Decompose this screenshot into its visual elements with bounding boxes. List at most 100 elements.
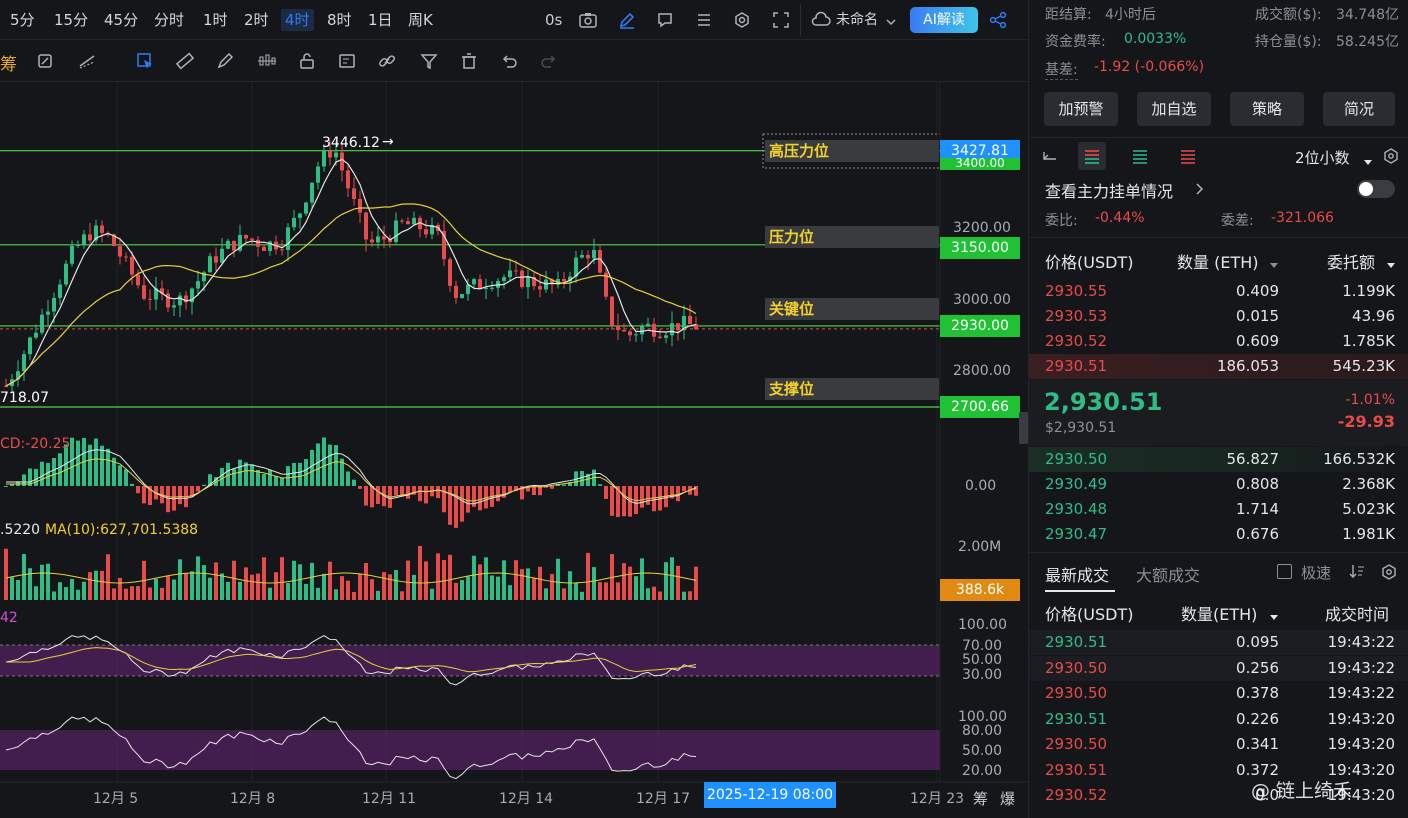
volume-bar — [454, 582, 458, 600]
tf-2h[interactable]: 2时 — [244, 11, 269, 29]
candle-body — [568, 276, 572, 282]
volume-bar — [556, 558, 560, 600]
bid-row[interactable]: 2930.47 0.676 1.981K — [1029, 522, 1408, 547]
ob-header-amount[interactable]: 委托额 — [1327, 253, 1376, 272]
ruler-icon[interactable] — [172, 48, 198, 74]
trades-header-qty[interactable]: 数量(ETH) — [1181, 605, 1258, 624]
orderbook-asks-icon[interactable] — [1179, 147, 1197, 169]
tf-1w[interactable]: 周K — [408, 11, 433, 29]
settings-icon[interactable] — [1380, 563, 1398, 585]
panel-collapse-handle[interactable] — [1019, 412, 1028, 444]
volume-bar — [358, 573, 362, 600]
tf-1d[interactable]: 1日 — [368, 11, 393, 29]
volume-bar — [580, 591, 584, 600]
magnet-icon[interactable] — [32, 48, 58, 74]
add-alert-button[interactable]: 加预警 — [1044, 92, 1118, 126]
main-orders-link[interactable]: 查看主力挂单情况 — [1045, 182, 1174, 201]
tf-8h[interactable]: 8时 — [327, 11, 352, 29]
sort-icon[interactable] — [1349, 563, 1365, 583]
ob-header-qty[interactable]: 数量 (ETH) — [1177, 253, 1259, 272]
share-icon[interactable] — [988, 10, 1008, 34]
macd-bar — [118, 465, 122, 486]
price-chart[interactable]: 3446.12 → 718.07 高压力位 压力位 关键位 支撑位 3200.0… — [0, 82, 1028, 818]
trendline-icon[interactable] — [74, 48, 100, 74]
candle-body — [178, 295, 182, 306]
macd-bar — [292, 462, 296, 486]
tab-large-trades[interactable]: 大额成交 — [1136, 566, 1201, 585]
volume-bar — [100, 570, 104, 600]
candle-body — [82, 234, 86, 245]
settings-icon[interactable] — [732, 10, 752, 34]
chevron-right-icon[interactable] — [1195, 181, 1205, 200]
speed-checkbox[interactable] — [1277, 564, 1292, 579]
candle-body — [190, 288, 194, 303]
candle-body — [652, 323, 656, 337]
ai-interpret-button[interactable]: AI解读 — [910, 7, 978, 33]
orderbook-bids-icon[interactable] — [1131, 147, 1149, 169]
chip-icon[interactable]: 筹 — [973, 790, 989, 808]
pencil-icon[interactable] — [617, 10, 637, 34]
ask-row[interactable]: 2930.51 186.053 545.23K — [1029, 354, 1408, 379]
macd-bar — [346, 471, 350, 486]
caret-down-icon[interactable] — [1386, 255, 1396, 274]
zone-high-resistance: 高压力位 — [765, 140, 939, 162]
filter-icon[interactable] — [416, 48, 442, 74]
tf-timeshare[interactable]: 分时 — [154, 11, 185, 29]
tab-latest-trades[interactable]: 最新成交 — [1045, 566, 1110, 585]
comment-icon[interactable] — [655, 10, 675, 34]
main-orders-toggle[interactable] — [1357, 180, 1395, 198]
add-watchlist-button[interactable]: 加自选 — [1137, 92, 1211, 126]
candlestick-svg[interactable] — [0, 82, 1028, 818]
brush-icon[interactable] — [212, 48, 238, 74]
bid-row[interactable]: 2930.48 1.714 5.023K — [1029, 497, 1408, 522]
cursor-icon[interactable] — [132, 48, 158, 74]
overview-button[interactable]: 简况 — [1323, 92, 1395, 126]
undo-icon[interactable] — [496, 48, 522, 74]
fullscreen-icon[interactable] — [771, 10, 791, 34]
strategy-button[interactable]: 策略 — [1230, 92, 1304, 126]
trash-icon[interactable] — [456, 48, 482, 74]
trade-row: 2930.52 0.0 19:43:20 — [1029, 783, 1408, 808]
chevron-down-icon[interactable] — [885, 13, 897, 32]
tf-15m[interactable]: 15分 — [54, 11, 89, 29]
zone-support: 支撑位 — [765, 378, 939, 400]
volume-bar — [196, 556, 200, 600]
liquidation-icon[interactable]: 爆 — [1000, 790, 1016, 808]
workspace-name[interactable]: 未命名 — [836, 12, 878, 28]
bid-row[interactable]: 2930.50 56.827 166.532K — [1029, 447, 1408, 472]
macd-bar — [448, 486, 452, 525]
orderbook-both-icon[interactable] — [1078, 142, 1106, 170]
tf-5m[interactable]: 5分 — [10, 11, 35, 29]
ask-row[interactable]: 2930.53 0.015 43.96 — [1029, 304, 1408, 329]
lock-icon[interactable] — [294, 48, 320, 74]
divider — [1029, 137, 1408, 138]
volume-bar — [214, 562, 218, 600]
redo-icon[interactable] — [536, 48, 562, 74]
ask-row[interactable]: 2930.55 0.409 1.199K — [1029, 279, 1408, 304]
caret-down-icon[interactable] — [1363, 152, 1373, 171]
cloud-icon[interactable] — [810, 10, 832, 34]
bid-row[interactable]: 2930.49 0.808 2.368K — [1029, 472, 1408, 497]
candle-body — [604, 272, 608, 297]
list-icon[interactable] — [694, 10, 714, 34]
ask-row[interactable]: 2930.52 0.609 1.785K — [1029, 329, 1408, 354]
volume-bar — [520, 569, 524, 600]
reply-icon[interactable] — [1041, 147, 1059, 169]
caret-down-icon[interactable] — [1269, 607, 1279, 626]
edit-list-icon[interactable] — [334, 48, 360, 74]
tf-4h[interactable]: 4时 — [281, 9, 314, 31]
volume-bar — [190, 571, 194, 600]
candles-icon[interactable] — [254, 48, 280, 74]
settings-icon[interactable] — [1382, 147, 1400, 169]
tf-1h[interactable]: 1时 — [203, 11, 228, 29]
macd-zero-label: 0.00 — [965, 478, 997, 494]
caret-down-icon[interactable] — [1269, 255, 1279, 274]
volume-bar — [550, 574, 554, 600]
camera-icon[interactable] — [578, 10, 598, 34]
precision-select[interactable]: 2位小数 — [1295, 149, 1350, 167]
macd-bar — [232, 468, 236, 486]
tf-45m[interactable]: 45分 — [104, 11, 139, 29]
macd-bar — [412, 486, 416, 495]
chip-distribution-label[interactable]: 筹 — [0, 55, 17, 75]
link-icon[interactable] — [374, 48, 400, 74]
